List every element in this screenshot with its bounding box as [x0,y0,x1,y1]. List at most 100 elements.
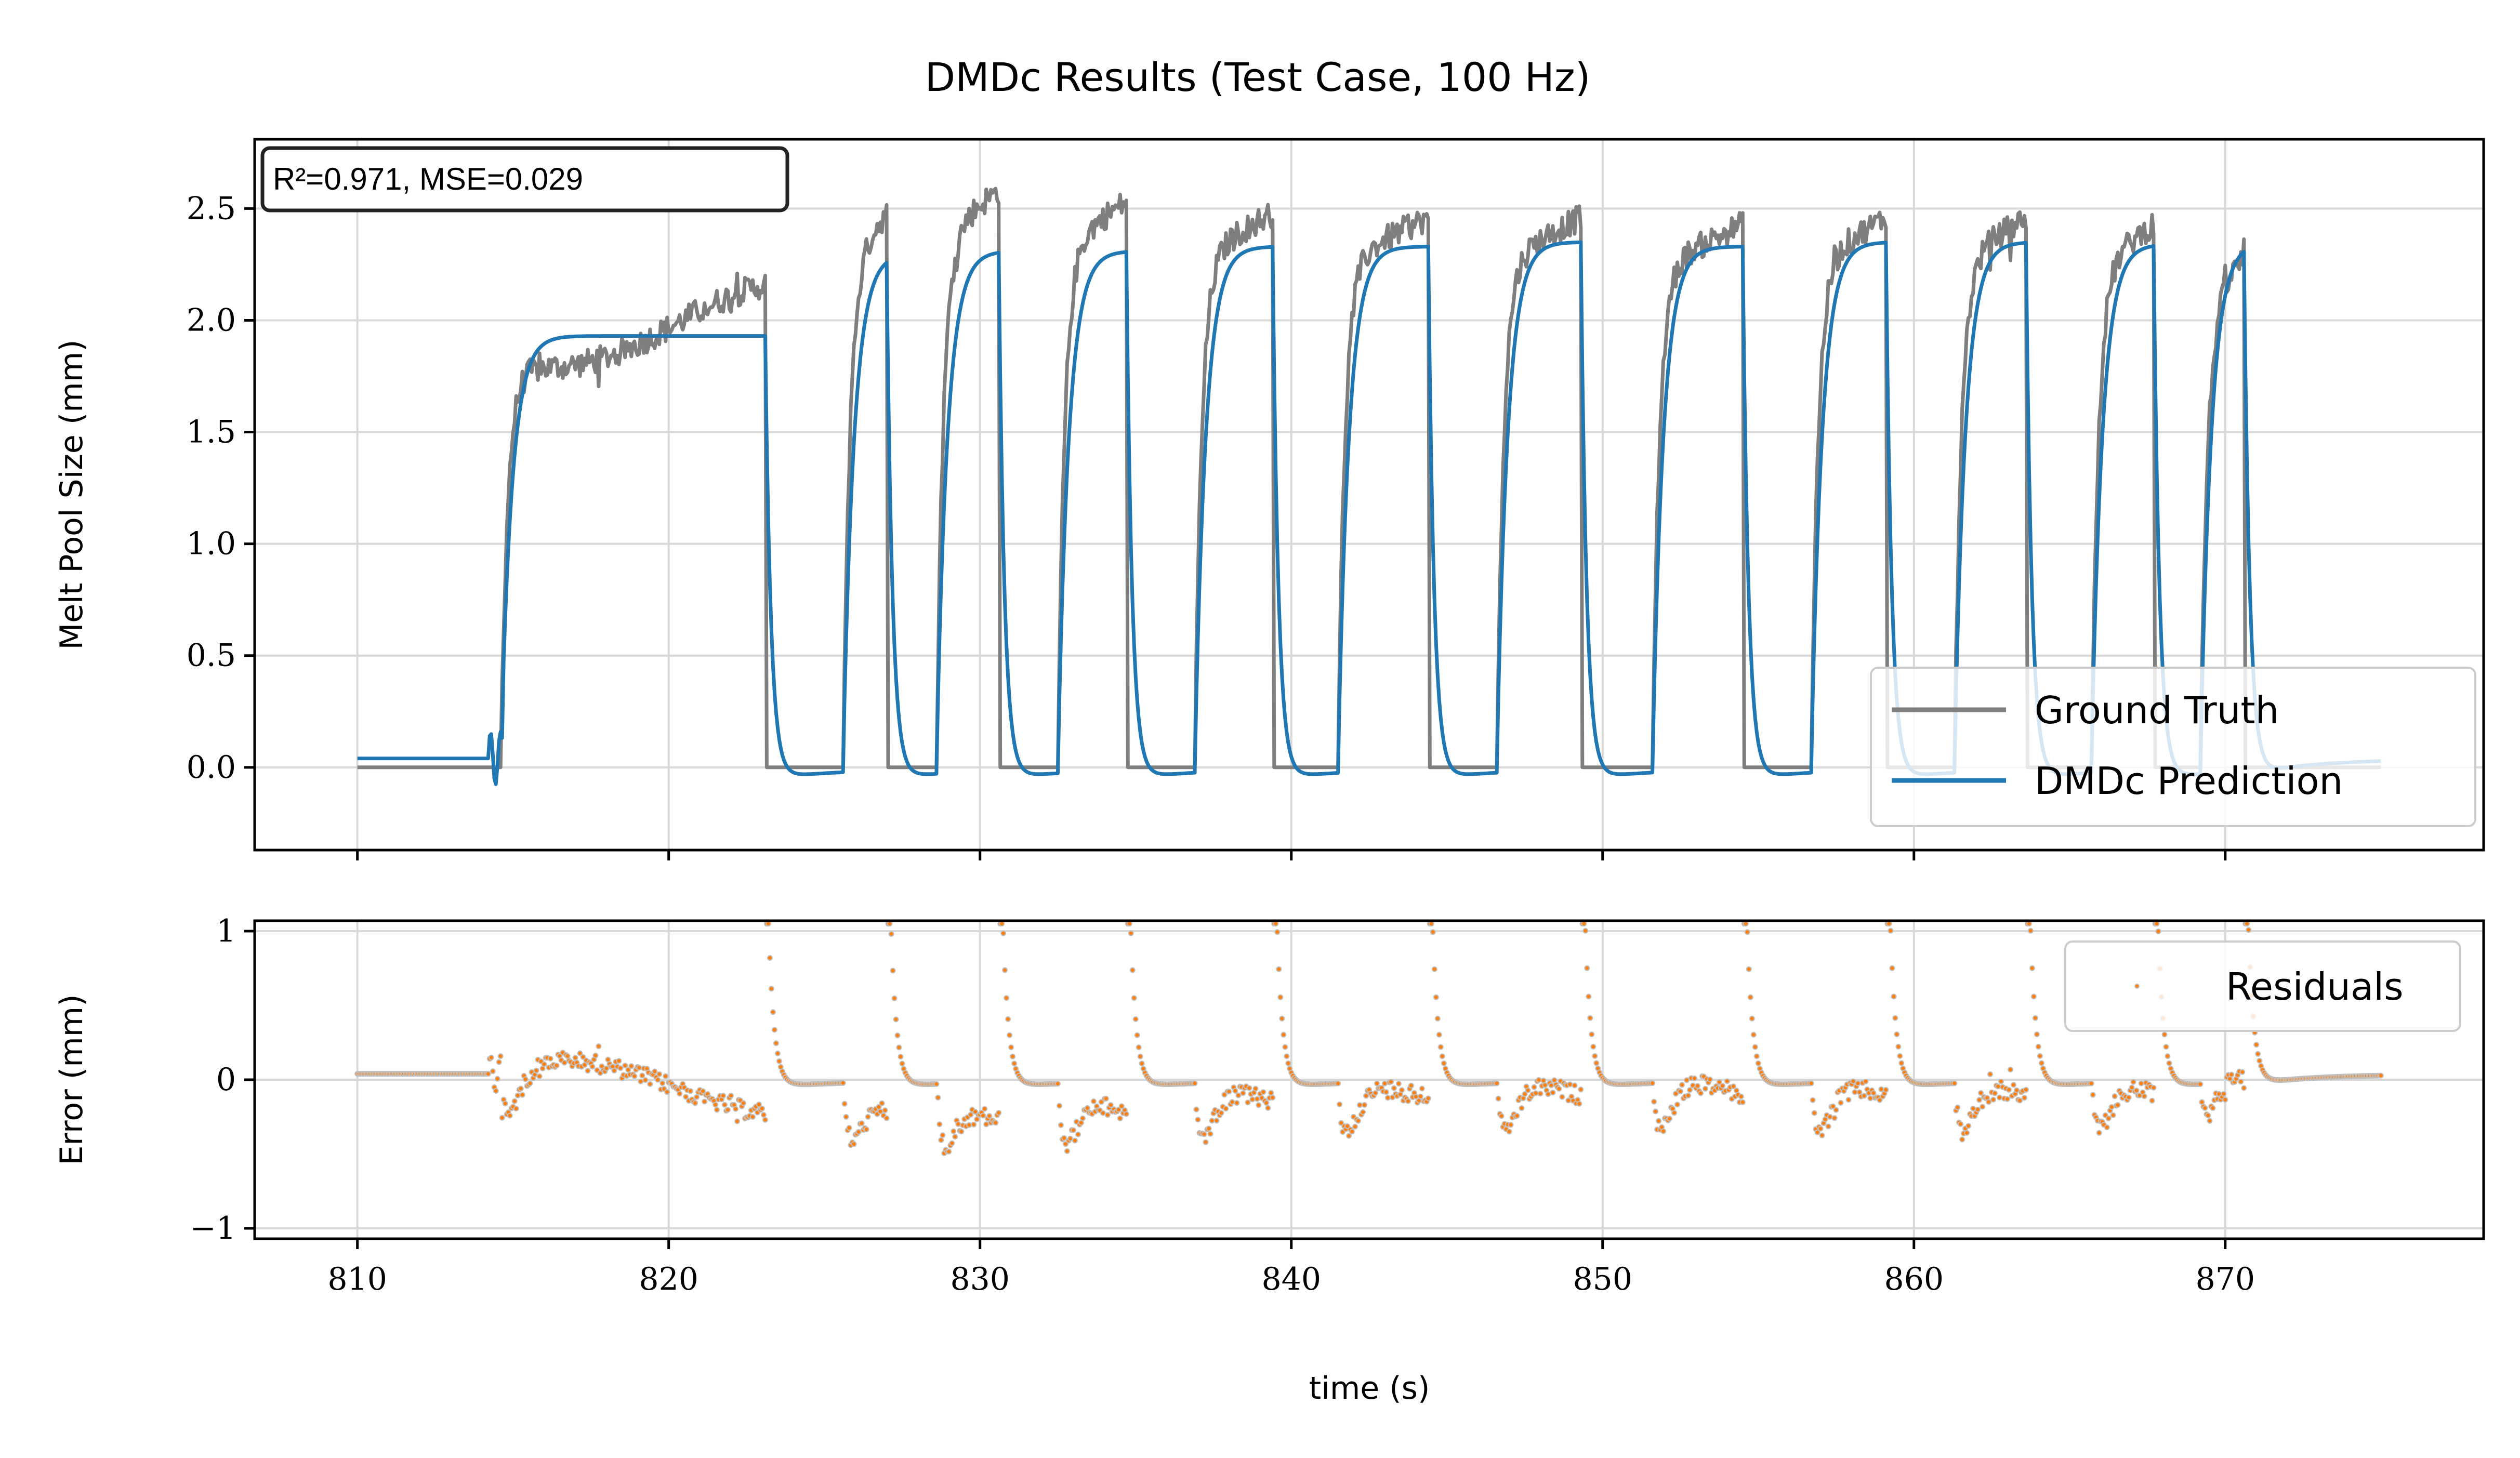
residual-point [1850,1078,1856,1084]
residual-point [700,1088,706,1094]
residual-point [636,1065,642,1071]
residual-point [1117,1115,1123,1121]
residual-point [879,1100,885,1106]
bottom-y-tick-label: −1 [190,1210,236,1247]
residual-point [2221,1091,2227,1097]
residual-point [1891,993,1897,1000]
residual-point [1592,1053,1598,1059]
residual-point [762,1117,768,1123]
residual-point [2149,1097,2155,1104]
top-y-tick-label: 1.5 [187,414,236,450]
residual-point [2034,1031,2040,1038]
legend-residuals-label: Residuals [2226,965,2404,1009]
residual-point [1260,1089,1266,1095]
residual-point [767,955,773,961]
residual-point [2104,1124,2110,1131]
residual-point [2017,1097,2023,1104]
residual-point [1383,1089,1389,1095]
residual-point [1252,1085,1259,1092]
residual-point [2008,1067,2013,1072]
bottom-y-axis-label: Error (mm) [54,994,90,1165]
residual-point [702,1098,708,1105]
residual-point [760,1112,767,1118]
residual-point [893,1016,899,1023]
residual-point [1234,1100,1240,1106]
residual-point [1845,1097,1852,1103]
residual-point [1838,1099,1844,1106]
residual-point [1058,1122,1064,1128]
residual-point [1398,1087,1405,1093]
residual-point [1132,1016,1139,1022]
residual-point [2197,1081,2204,1087]
residual-point [1825,1123,1831,1130]
residual-point [1550,1090,1556,1096]
residual-point [639,1072,645,1079]
residual-point [536,1073,543,1079]
residual-point [728,1093,734,1099]
residual-point [776,1058,782,1064]
residual-point [1002,967,1008,973]
residual-point [851,1141,857,1147]
residual-point [507,1112,513,1119]
residual-point [1667,1116,1673,1122]
residual-point [2110,1112,2116,1118]
residual-point [1134,1032,1140,1038]
residual-point [1425,1095,1431,1102]
residual-point [642,1077,649,1083]
residual-point [1245,1099,1251,1106]
residual-point [1692,1075,1697,1081]
residual-point [490,1068,496,1075]
residual-point [2138,1080,2144,1086]
residual-point [2150,1084,2157,1091]
residual-point [1695,1083,1700,1089]
top-y-tick-label: 1.0 [187,526,236,562]
residual-point [1195,1117,1201,1123]
residual-point [2026,921,2032,927]
bottom-legend-box [2064,940,2461,1032]
residual-point [1888,927,1894,934]
residual-point [677,1091,683,1097]
residual-point [663,1073,669,1079]
residual-point [946,1148,952,1155]
residual-point [840,1080,846,1086]
residual-point [2207,1118,2213,1124]
residual-point [1506,1129,1512,1135]
residual-point [2222,1096,2228,1103]
residual-point [2004,1096,2010,1102]
residual-point [2255,1051,2261,1057]
residual-point [519,1092,525,1098]
residual-point [2011,1082,2016,1088]
residual-point [1395,1081,1402,1086]
residual-point [1240,1090,1246,1096]
residual-point [1223,1106,1229,1112]
residual-point [720,1093,726,1099]
residual-point [1374,1080,1380,1086]
residual-point [683,1094,689,1100]
residual-point [1357,1102,1363,1108]
residual-point [1285,1060,1291,1066]
residual-point [1674,1102,1680,1108]
residual-point [863,1126,869,1132]
residual-point [1559,1094,1565,1100]
residual-point [652,1068,658,1075]
residual-point [1057,1103,1062,1109]
residual-point [2129,1084,2135,1091]
residual-point [768,986,774,992]
residual-point [996,1110,1002,1116]
residual-point [1070,1127,1076,1133]
residual-point [1061,1135,1067,1141]
top-panel: 0.0 0.5 1.0 1.5 2.0 2.5 Melt Pool Size (mm) R… [54,138,2485,860]
residual-point [1207,1131,1213,1137]
residual-point [1975,1106,1981,1112]
residual-point [1218,1110,1224,1116]
residual-point [1276,966,1282,972]
residual-point [2037,1053,2043,1059]
residual-point [1498,1113,1505,1119]
bottom-ticks: 810 820 830 840 850 860 870 −1 0 1 [190,913,2255,1297]
residual-point [966,1122,972,1128]
residual-point [1651,1098,1657,1105]
residual-point [983,1121,989,1128]
residual-point [1584,965,1590,971]
residual-point [1965,1123,1972,1129]
residual-point [1103,1095,1109,1102]
